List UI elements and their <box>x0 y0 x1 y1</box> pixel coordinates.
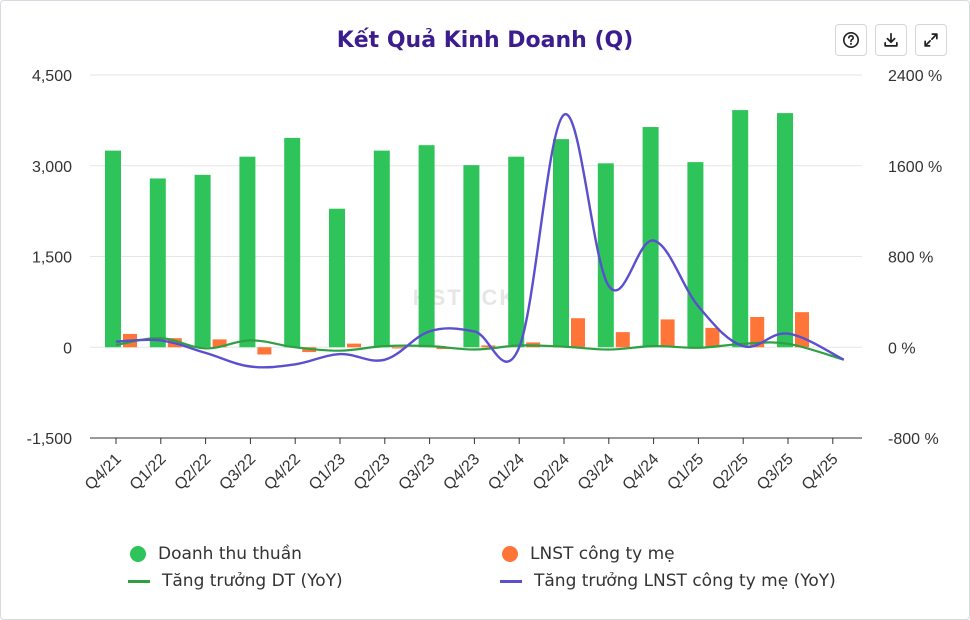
y-left-tick-label: -1,500 <box>27 431 72 448</box>
expand-icon <box>924 33 938 47</box>
legend-item-revenue[interactable]: Doanh thu thuần <box>130 544 302 564</box>
legend-profit-growth-line-icon <box>500 579 522 583</box>
x-tick-label: Q1/25 <box>664 451 707 494</box>
legend-profit-label: LNST công ty mẹ <box>530 544 675 564</box>
y-left-tick-label: 4,500 <box>32 68 72 85</box>
legend-item-revenue-growth[interactable]: Tăng trưởng DT (YoY) <box>128 571 343 591</box>
x-tick-label: Q3/23 <box>396 451 439 494</box>
y-right-tick-label: -800 % <box>888 431 939 448</box>
legend-item-profit[interactable]: LNST công ty mẹ <box>502 544 675 564</box>
x-tick-label: Q2/25 <box>709 451 752 494</box>
legend-revenue-growth-line-icon <box>128 579 150 583</box>
legend-revenue-growth-label: Tăng trưởng DT (YoY) <box>162 571 343 591</box>
profit-bar <box>391 347 406 349</box>
revenue-bar <box>553 139 569 348</box>
profit-bar <box>705 327 720 348</box>
profit-growth-line <box>115 113 845 369</box>
profit-bar <box>481 345 496 348</box>
x-tick-label: Q4/24 <box>620 451 663 494</box>
revenue-bar <box>329 208 345 348</box>
profit-bar <box>660 319 675 348</box>
profit-bar <box>795 312 809 348</box>
help-button[interactable] <box>835 24 867 56</box>
revenue-bar <box>284 137 301 348</box>
x-tick-label: Q3/22 <box>216 451 259 494</box>
profit-bar <box>257 347 272 355</box>
revenue-bar <box>105 150 121 348</box>
x-tick-label: Q4/21 <box>82 451 125 494</box>
expand-button[interactable] <box>915 24 947 56</box>
profit-bar <box>347 343 361 348</box>
revenue-growth-line <box>115 337 845 361</box>
profit-bar <box>212 339 227 348</box>
x-tick-label: Q1/22 <box>127 451 170 494</box>
profit-bar <box>571 318 585 348</box>
legend-revenue-label: Doanh thu thuần <box>158 544 302 564</box>
legend-profit-growth-label: Tăng trưởng LNST công ty mẹ (YoY) <box>534 571 836 591</box>
x-tick-label: Q3/24 <box>575 451 618 494</box>
x-tick-label: Q4/23 <box>440 451 483 494</box>
legend-item-profit-growth[interactable]: Tăng trưởng LNST công ty mẹ (YoY) <box>500 571 836 591</box>
revenue-bar <box>194 174 211 348</box>
chart-title: Kết Quả Kinh Doanh (Q) <box>336 28 634 53</box>
y-left-tick-label: 3,000 <box>32 159 72 176</box>
y-left-tick-label: 1,500 <box>32 250 72 267</box>
x-tick-label: Q1/23 <box>306 451 349 494</box>
revenue-bar <box>418 145 435 348</box>
y-right-tick-label: 2400 % <box>888 68 942 85</box>
x-tick-label: Q2/23 <box>351 451 394 494</box>
profit-bar <box>750 317 765 348</box>
x-tick-label: Q4/25 <box>799 451 842 494</box>
y-right-tick-label: 0 % <box>888 340 916 357</box>
y-right-tick-label: 1600 % <box>888 159 942 176</box>
x-tick-label: Q1/24 <box>485 451 528 494</box>
chart-legend: Doanh thu thuần LNST công ty mẹ Tăng trư… <box>0 538 970 608</box>
revenue-bar <box>508 156 525 348</box>
revenue-bar <box>732 110 749 348</box>
x-tick-label: Q2/22 <box>172 451 215 494</box>
legend-profit-dot-icon <box>502 546 518 562</box>
y-left-tick-label: 0 <box>63 340 72 357</box>
profit-bar <box>615 332 630 348</box>
x-tick-label: Q2/24 <box>530 451 573 494</box>
revenue-bar <box>149 178 166 348</box>
revenue-bar <box>687 162 704 348</box>
revenue-bar <box>642 127 659 348</box>
revenue-bar <box>463 165 480 348</box>
download-button[interactable] <box>875 24 907 56</box>
revenue-bar <box>373 150 390 348</box>
download-icon <box>884 32 898 47</box>
revenue-bar <box>239 156 256 348</box>
y-right-tick-label: 800 % <box>888 250 933 267</box>
legend-revenue-dot-icon <box>130 546 146 562</box>
question-circle-icon <box>842 31 860 49</box>
revenue-bar <box>777 113 793 348</box>
x-tick-label: Q4/22 <box>261 451 304 494</box>
revenue-bar <box>597 163 614 348</box>
x-tick-label: Q3/25 <box>754 451 797 494</box>
